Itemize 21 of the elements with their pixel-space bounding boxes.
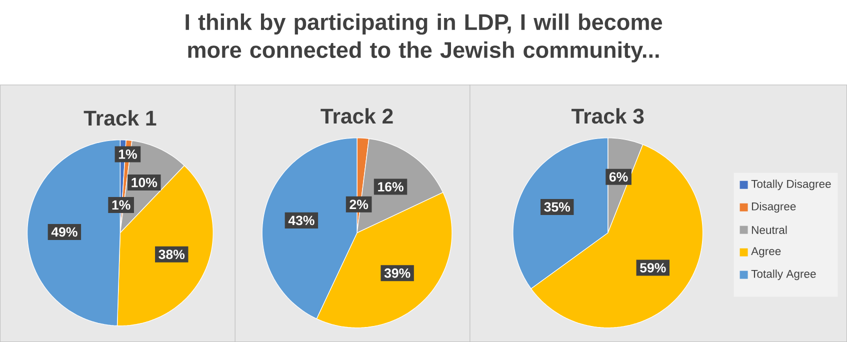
legend-label: Totally Disagree xyxy=(751,180,831,190)
data-label: 38% xyxy=(158,250,185,260)
legend-label: Agree xyxy=(751,247,781,258)
text: I think by participating in LDP, I will become more connected to the Jewish community... xyxy=(186,14,662,62)
chart-title: Track 1 xyxy=(84,110,156,126)
data-label: 35% xyxy=(544,202,570,212)
data-label: 1% xyxy=(112,200,130,210)
data-label: 39% xyxy=(384,268,410,278)
data-label: 2% xyxy=(350,200,368,210)
data-label: 49% xyxy=(51,227,78,237)
data-label: 10% xyxy=(132,178,158,188)
data-label: 59% xyxy=(640,263,666,272)
legend-label: Neutral xyxy=(752,226,787,234)
legend-label: Totally Agree xyxy=(751,270,816,280)
data-label: 1% xyxy=(118,150,137,159)
chart-title: Track 2 xyxy=(320,108,393,124)
data-label: 43% xyxy=(288,216,314,226)
chart-title: Track 3 xyxy=(572,108,644,124)
data-label: 16% xyxy=(378,182,404,192)
data-label: 6% xyxy=(609,172,628,182)
legend-label: Disagree xyxy=(752,202,796,213)
